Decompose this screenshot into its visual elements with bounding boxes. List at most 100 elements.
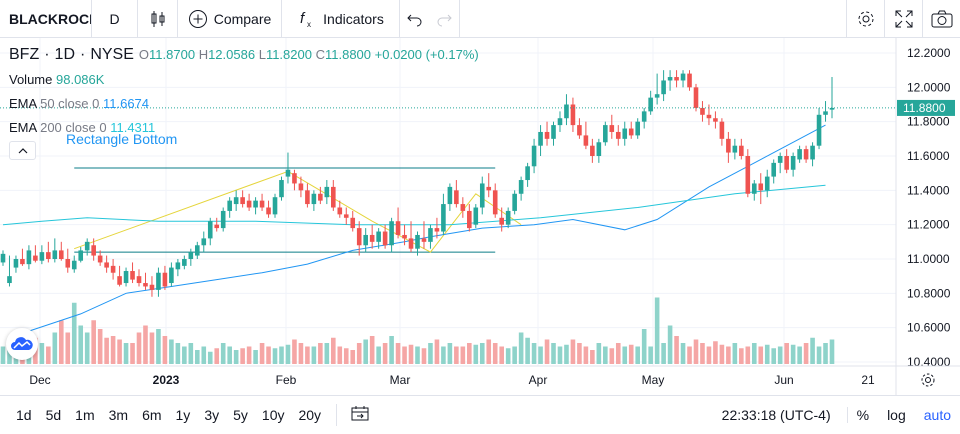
volume-bar bbox=[402, 346, 407, 364]
volume-bar bbox=[253, 350, 258, 364]
candle-body bbox=[505, 210, 511, 225]
range-button-10y[interactable]: 10y bbox=[261, 406, 285, 423]
settings-button[interactable] bbox=[846, 0, 884, 38]
collapse-legend-button[interactable] bbox=[9, 141, 36, 160]
volume-bar bbox=[777, 346, 783, 364]
candles-icon bbox=[151, 10, 164, 27]
indicators-label: Indicators bbox=[323, 10, 384, 27]
candle bbox=[460, 197, 466, 218]
candle bbox=[505, 207, 511, 229]
price-chart[interactable]: 12.2000 12.0000 11.8000 11.6000 11.4000 11.20… bbox=[0, 38, 960, 395]
candle-body bbox=[551, 125, 556, 139]
candle-body bbox=[395, 221, 401, 235]
camera-icon bbox=[931, 10, 952, 28]
range-button-3m[interactable]: 3m bbox=[108, 406, 129, 423]
volume-bar bbox=[739, 348, 744, 364]
candle bbox=[551, 121, 556, 146]
volume-bar bbox=[162, 336, 168, 364]
date-range-button[interactable] bbox=[345, 405, 375, 424]
plus-circle-icon bbox=[188, 9, 207, 28]
candle-body bbox=[609, 125, 615, 132]
price-axis[interactable]: 12.2000 12.0000 11.8000 11.6000 11.4000 11.20… bbox=[0, 38, 955, 395]
candle-body bbox=[149, 284, 155, 290]
volume-legend[interactable]: Volume 98.086K bbox=[9, 72, 104, 87]
symbol-search-button[interactable]: BLACKROCK bbox=[0, 0, 92, 38]
candle bbox=[603, 121, 608, 146]
candle-body bbox=[557, 118, 563, 126]
volume-bar bbox=[104, 337, 109, 364]
candle-body bbox=[739, 145, 744, 156]
candle bbox=[713, 111, 718, 129]
volume-bar bbox=[415, 346, 420, 364]
ema200-legend[interactable]: EMA 200 close 0 11.4311 bbox=[9, 120, 155, 135]
candle bbox=[499, 207, 504, 232]
auto-toggle[interactable]: auto bbox=[923, 407, 951, 423]
volume-bar bbox=[201, 346, 207, 364]
range-button-3y[interactable]: 3y bbox=[204, 406, 220, 423]
candle bbox=[298, 176, 304, 198]
percent-toggle[interactable]: % bbox=[856, 407, 870, 423]
redo-icon[interactable] bbox=[436, 11, 452, 27]
candle bbox=[564, 94, 569, 126]
range-button-6m[interactable]: 6m bbox=[142, 406, 162, 423]
wedge-line bbox=[74, 170, 522, 253]
time-tick-label: 2023 bbox=[153, 373, 180, 387]
candle bbox=[797, 145, 802, 163]
range-button-1d[interactable]: 1d bbox=[16, 406, 32, 423]
candle bbox=[279, 176, 284, 201]
legend-exchange: NYSE bbox=[90, 46, 134, 63]
ema50-legend[interactable]: EMA 50 close 0 11.6674 bbox=[9, 96, 149, 111]
compare-button[interactable]: Compare bbox=[178, 0, 282, 38]
candle bbox=[149, 276, 155, 297]
candle-body bbox=[674, 77, 679, 81]
screenshot-button[interactable] bbox=[922, 0, 960, 38]
time-axis-settings-button[interactable] bbox=[918, 370, 938, 390]
candle-body bbox=[680, 73, 686, 81]
price-tick-label: 10.4000 bbox=[907, 355, 951, 369]
range-button-1y[interactable]: 1y bbox=[175, 406, 191, 423]
bottom-toolbar: 1d 5d 1m 3m 6m 1y 3y 5y 10y 20y 22:33:18 (UTC-4) … bbox=[0, 395, 960, 433]
candle bbox=[577, 118, 582, 139]
range-button-5d[interactable]: 5d bbox=[45, 406, 62, 423]
candle-body bbox=[784, 156, 789, 170]
volume-bars bbox=[0, 297, 835, 364]
candle-body bbox=[693, 87, 699, 108]
volume-bar bbox=[71, 302, 77, 364]
undo-icon[interactable] bbox=[407, 11, 423, 27]
range-button-20y[interactable]: 20y bbox=[298, 406, 322, 423]
volume-bar bbox=[434, 339, 440, 364]
candle bbox=[33, 245, 38, 263]
interval-button[interactable]: D bbox=[92, 0, 138, 38]
log-toggle[interactable]: log bbox=[887, 407, 906, 423]
candle-body bbox=[331, 186, 336, 208]
volume-bar bbox=[311, 346, 317, 364]
range-button-1m[interactable]: 1m bbox=[75, 406, 95, 423]
candle-body bbox=[771, 162, 777, 177]
h-value: 12.0586 bbox=[208, 47, 256, 62]
clock[interactable]: 22:33:18 (UTC-4) bbox=[713, 407, 848, 423]
candle bbox=[162, 265, 168, 290]
candle bbox=[693, 83, 699, 112]
candle-body bbox=[751, 183, 757, 194]
candle bbox=[91, 238, 96, 261]
price-tick-label: 10.6000 bbox=[907, 321, 951, 335]
candle bbox=[259, 193, 265, 211]
candle-body bbox=[130, 271, 135, 280]
candle-body bbox=[220, 210, 226, 229]
candle-body bbox=[369, 234, 375, 242]
volume-bar bbox=[790, 344, 796, 364]
candle-body bbox=[622, 128, 628, 139]
fullscreen-button[interactable] bbox=[884, 0, 922, 38]
candle bbox=[816, 107, 822, 150]
tradingview-logo[interactable] bbox=[6, 328, 38, 360]
candle-body bbox=[162, 272, 168, 287]
volume-bar bbox=[771, 348, 777, 364]
range-button-5y[interactable]: 5y bbox=[233, 406, 248, 423]
candle-body bbox=[460, 204, 466, 211]
candle-body bbox=[350, 217, 356, 229]
candle bbox=[441, 193, 446, 235]
time-axis[interactable]: Dec 2023 Feb Mar Apr May Jun 21 bbox=[0, 365, 960, 387]
chart-type-button[interactable] bbox=[138, 0, 178, 38]
legend-symbol[interactable]: BFZ bbox=[9, 46, 40, 63]
